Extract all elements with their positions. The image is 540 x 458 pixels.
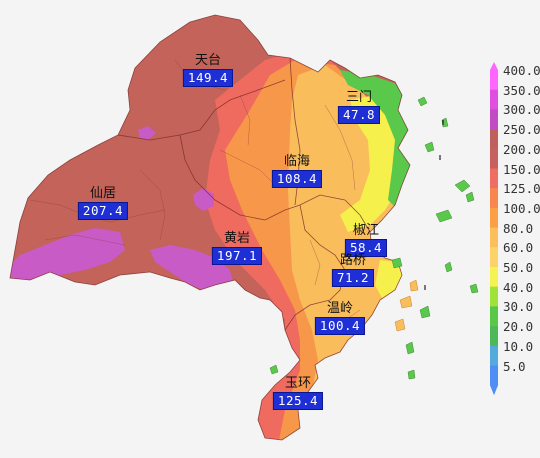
legend-swatch	[490, 227, 498, 248]
legend-label: 60.0	[503, 240, 534, 256]
legend-label: 250.0	[503, 122, 540, 138]
station-name: 温岭	[326, 301, 354, 316]
station-value: 71.2	[331, 269, 375, 287]
station-name: 路桥	[339, 253, 367, 268]
legend-swatch	[490, 286, 498, 307]
legend-label: 125.0	[503, 181, 540, 197]
legend-swatch	[490, 89, 498, 110]
station-value: 125.4	[272, 392, 324, 410]
purple-rain-spot-north	[138, 126, 156, 140]
station-name: 玉环	[284, 376, 312, 391]
station-value: 207.4	[77, 202, 129, 220]
legend-swatch	[490, 267, 498, 288]
station-value: 47.8	[337, 106, 381, 124]
station-name: 天台	[194, 53, 222, 68]
legend-swatch	[490, 247, 498, 268]
legend-label: 400.0	[503, 63, 540, 78]
station-name: 三门	[345, 90, 373, 105]
legend-swatch	[490, 326, 498, 347]
station-name: 仙居	[89, 186, 117, 201]
station-value: 100.4	[314, 317, 366, 335]
legend-swatch	[490, 207, 498, 229]
legend-label: 300.0	[503, 102, 540, 118]
color-legend	[490, 62, 498, 396]
station-value: 58.4	[344, 239, 388, 257]
legend-label: 40.0	[503, 279, 534, 295]
station-value: 197.1	[211, 247, 263, 265]
legend-label: 10.0	[503, 338, 534, 354]
purple-rain-zone-west	[10, 228, 125, 290]
legend-swatch	[490, 365, 498, 386]
legend-swatch	[490, 148, 498, 169]
yellow-coast-zone	[375, 260, 402, 298]
legend-label: 150.0	[503, 161, 540, 177]
purple-rain-zone-south	[150, 245, 235, 292]
legend-label: 5.0	[503, 358, 526, 374]
station-value: 108.4	[271, 170, 323, 188]
legend-label: 200.0	[503, 141, 540, 157]
legend-label: 80.0	[503, 220, 534, 236]
legend-swatch	[490, 168, 498, 189]
legend-swatch	[490, 345, 498, 366]
legend-label: 100.0	[503, 200, 540, 216]
green-rain-zone	[340, 70, 410, 210]
legend-label: 20.0	[503, 319, 534, 335]
legend-swatch	[490, 129, 498, 150]
station-name: 临海	[283, 154, 311, 169]
legend-arrow-top	[490, 62, 498, 70]
legend-label: 50.0	[503, 260, 534, 275]
islands-orange	[394, 279, 419, 332]
scale-markers	[424, 120, 444, 290]
station-name: 黄岩	[223, 231, 251, 246]
station-name: 椒江	[352, 223, 380, 238]
legend-swatch	[490, 70, 498, 91]
islands	[269, 96, 479, 380]
legend-arrow-bottom	[490, 385, 498, 396]
legend-swatch	[490, 109, 498, 130]
legend-swatch	[490, 306, 498, 327]
station-value: 149.4	[182, 69, 234, 87]
legend-swatch	[490, 188, 498, 209]
legend-label: 30.0	[503, 299, 534, 315]
legend-label: 350.0	[503, 82, 540, 98]
